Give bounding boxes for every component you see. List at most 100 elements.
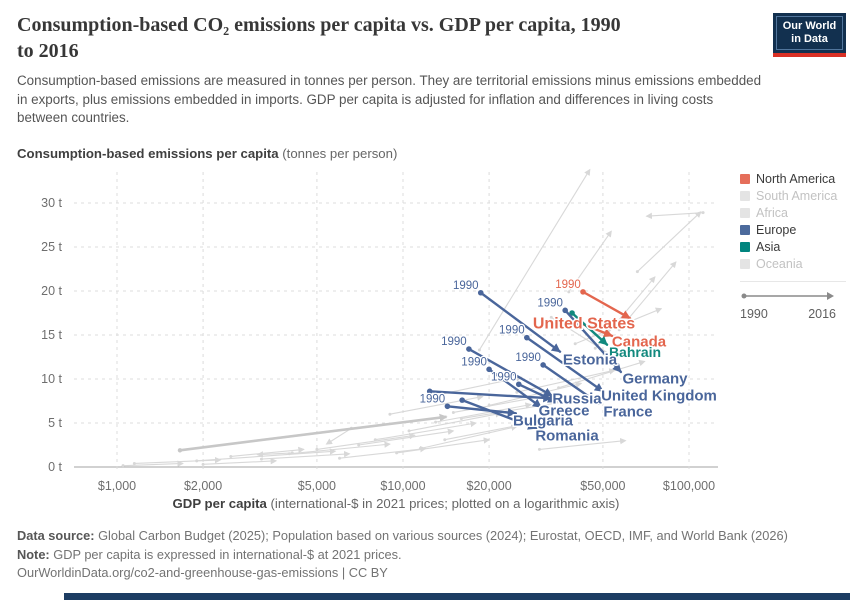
legend-item-oceania[interactable]: Oceania	[740, 255, 846, 272]
owid-logo-line1: Our World	[782, 20, 837, 33]
footer-datasource-label: Data source:	[17, 528, 95, 543]
background-arrow-1	[568, 230, 612, 293]
country-label-bulgaria[interactable]: Bulgaria	[511, 411, 575, 431]
legend-items: North America South America Africa Europe As…	[740, 170, 846, 272]
start-year-label-russia: 1990	[441, 336, 467, 348]
timeline[interactable]: 1990 2016	[740, 288, 846, 321]
country-arrow-france[interactable]	[541, 363, 601, 405]
background-arrow-0	[478, 168, 591, 351]
footer-url[interactable]: OurWorldinData.org/co2-and-greenhouse-ga…	[17, 565, 388, 581]
country-arrow-estonia[interactable]	[479, 291, 562, 353]
x-tick-label-20000: $20,000	[467, 479, 512, 493]
country-arrow-bahrain[interactable]	[570, 311, 609, 346]
timeline-end-year: 2016	[808, 307, 836, 321]
y-tick-label-5: 5 t	[48, 416, 62, 430]
background-arrow-21	[261, 450, 351, 460]
start-year-label-estonia: 1990	[453, 280, 479, 292]
gridlines: 0 t 5 t 10 t 15 t 20 t 25 t 30 t $1,000 $2,000 $5…	[41, 172, 718, 493]
page-title-line2: to 2016	[17, 40, 79, 62]
y-axis-title: Consumption-based emissions per capita (…	[17, 146, 397, 161]
chart-subtitle-line2: in exports, plus emissions embedded in i…	[17, 91, 714, 107]
x-tick-label-10000: $10,000	[380, 479, 425, 493]
y-axis-title-bold: Consumption-based emissions per capita	[17, 146, 279, 161]
country-label-united-states[interactable]: United States	[531, 314, 636, 334]
legend-divider	[740, 281, 846, 282]
background-arrow-26	[375, 420, 477, 441]
background-arrow-3	[645, 212, 704, 220]
country-label-russia[interactable]: Russia	[551, 389, 604, 409]
y-tick-label-15: 15 t	[41, 328, 62, 342]
timeline-arrowhead-icon	[827, 292, 834, 300]
legend-label-asia: Asia	[756, 239, 781, 254]
owid-logo[interactable]: Our World in Data	[773, 13, 846, 57]
background-arrow-25	[358, 428, 455, 446]
country-label-germany[interactable]: Germany	[621, 369, 690, 389]
legend-item-asia[interactable]: Asia	[740, 238, 846, 255]
x-tick-label-1000: $1,000	[98, 479, 136, 493]
country-arrow-russia[interactable]	[467, 347, 554, 397]
legend-item-africa[interactable]: Africa	[740, 204, 846, 221]
country-arrow-europe-extra-12[interactable]	[428, 390, 553, 403]
country-label-greece[interactable]: Greece	[537, 401, 591, 421]
legend-item-south-america[interactable]: South America	[740, 187, 846, 204]
legend-item-north-america[interactable]: North America	[740, 170, 846, 187]
country-arrow-united-kingdom[interactable]	[525, 336, 605, 393]
country-label-united-kingdom[interactable]: United Kingdom	[600, 386, 719, 406]
background-arrow-22	[289, 441, 391, 455]
start-year-label-united-kingdom: 1990	[499, 325, 525, 337]
scatter-chart[interactable]: 0 t 5 t 10 t 15 t 20 t 25 t 30 t $1,000 $2,000 $5…	[0, 160, 850, 515]
background-arrow-14	[539, 437, 627, 450]
page-title-line1: Consumption-based CO₂ emissions per capi…	[17, 14, 621, 36]
background-arrow-6	[551, 316, 618, 360]
background-arrow-12	[558, 359, 646, 389]
country-label-romania[interactable]: Romania	[534, 426, 601, 446]
country-arrow-bulgaria[interactable]	[446, 405, 518, 417]
legend: North America South America Africa Europe As…	[740, 170, 846, 321]
legend-swatch-asia	[740, 241, 750, 252]
footer-datasource-text: Global Carbon Budget (2025); Population …	[94, 528, 788, 543]
y-tick-label-20: 20 t	[41, 284, 62, 298]
legend-swatch-north-america	[740, 173, 750, 184]
legend-item-europe[interactable]: Europe	[740, 221, 846, 238]
chart-subtitle: Consumption-based emissions are measured…	[17, 72, 837, 128]
start-year-label-germany: 1990	[537, 297, 563, 309]
y-tick-label-10: 10 t	[41, 372, 62, 386]
country-label-france[interactable]: France	[602, 402, 654, 422]
background-arrow-33	[123, 460, 184, 467]
y-tick-label-0: 0 t	[48, 460, 62, 474]
start-year-label-greece: 1990	[461, 356, 487, 368]
legend-label-europe: Europe	[756, 222, 797, 237]
footer-note-label: Note:	[17, 546, 50, 562]
legend-swatch-europe	[740, 224, 750, 235]
background-arrow-8	[389, 394, 484, 415]
x-tick-label-5000: $5,000	[298, 479, 336, 493]
country-label-bahrain[interactable]: Bahrain	[607, 342, 662, 361]
country-arrow-germany[interactable]	[563, 309, 623, 374]
footer-note-text: GDP per capita is expressed in internati…	[49, 546, 402, 562]
footer-note: Note: GDP per capita is expressed in int…	[17, 546, 837, 565]
timeline-start-year: 1990	[740, 307, 768, 321]
start-year-label-france: 1990	[515, 352, 541, 364]
y-tick-label-30: 30 t	[41, 196, 62, 210]
background-arrow-16	[256, 451, 293, 458]
country-arrow-greece[interactable]	[487, 368, 543, 409]
bottom-bar	[64, 593, 850, 600]
y-axis-title-units: (tonnes per person)	[278, 146, 398, 161]
x-tick-label-2000: $2,000	[184, 479, 222, 493]
background-arrow-10	[488, 381, 583, 406]
footer-datasource: Data source: Global Carbon Budget (2025)…	[17, 527, 837, 546]
chart-subtitle-line3: between countries.	[17, 110, 130, 125]
legend-label-oceania: Oceania	[756, 256, 803, 271]
country-arrow-romania[interactable]	[460, 398, 538, 430]
legend-swatch-south-america	[740, 190, 750, 201]
country-label-canada[interactable]: Canada	[610, 332, 668, 352]
legend-label-africa: Africa	[756, 205, 788, 220]
country-label-estonia[interactable]: Estonia	[561, 350, 619, 370]
start-year-label-united-states: 1990	[555, 279, 581, 291]
legend-label-north-america: North America	[756, 171, 836, 186]
background-arrow-15	[325, 427, 352, 445]
background-arrow-27	[396, 437, 491, 454]
timeline-arrow	[741, 292, 834, 300]
country-arrow-united-states[interactable]	[581, 290, 632, 320]
legend-swatch-oceania	[740, 258, 750, 269]
